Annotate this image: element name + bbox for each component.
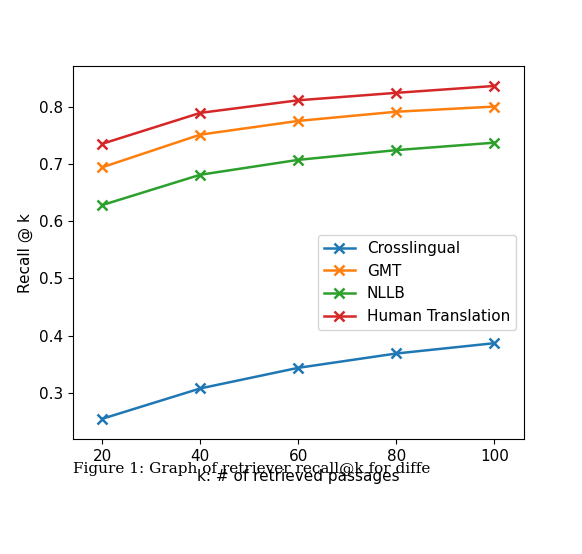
- Human Translation: [393, 90, 400, 96]
- NLLB: [197, 171, 204, 178]
- Human Translation: [197, 110, 204, 116]
- Crosslingual: [99, 416, 106, 422]
- GMT: [197, 131, 204, 138]
- Line: GMT: GMT: [97, 102, 499, 172]
- Crosslingual: [393, 350, 400, 357]
- Crosslingual: [197, 385, 204, 392]
- GMT: [99, 164, 106, 171]
- Crosslingual: [294, 365, 301, 371]
- Y-axis label: Recall @ k: Recall @ k: [18, 213, 33, 293]
- Text: Figure 1: Graph of retriever recall@k for diffe: Figure 1: Graph of retriever recall@k fo…: [73, 463, 430, 476]
- Human Translation: [99, 141, 106, 147]
- GMT: [491, 103, 498, 110]
- NLLB: [294, 157, 301, 163]
- Human Translation: [294, 97, 301, 104]
- Line: NLLB: NLLB: [97, 138, 499, 210]
- Line: Crosslingual: Crosslingual: [97, 338, 499, 424]
- NLLB: [393, 147, 400, 153]
- NLLB: [99, 202, 106, 208]
- NLLB: [491, 140, 498, 146]
- GMT: [294, 117, 301, 124]
- Line: Human Translation: Human Translation: [97, 81, 499, 148]
- Legend: Crosslingual, GMT, NLLB, Human Translation: Crosslingual, GMT, NLLB, Human Translati…: [318, 235, 516, 330]
- Human Translation: [491, 83, 498, 89]
- Crosslingual: [491, 340, 498, 346]
- X-axis label: k: # of retrieved passages: k: # of retrieved passages: [197, 469, 400, 484]
- GMT: [393, 109, 400, 115]
